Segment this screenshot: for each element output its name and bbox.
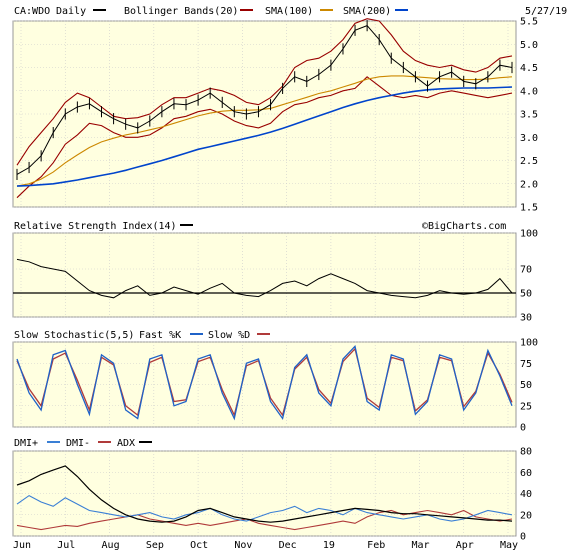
header-date: 5/27/19 (525, 6, 567, 17)
price-line (16, 25, 513, 175)
x-tick-label: 19 (323, 540, 335, 551)
x-tick-label: Nov (234, 540, 252, 551)
price-tick-label: 1.5 (520, 203, 538, 214)
rsi-line (16, 258, 513, 299)
rsi-title: Relative Strength Index(14) (14, 221, 177, 232)
price-tick-label: 5.0 (520, 40, 538, 51)
rsi-panel (12, 232, 517, 318)
stoch-series (16, 344, 513, 421)
price-tick-label: 3.0 (520, 133, 538, 144)
stoch-grid (13, 341, 516, 428)
price-series (16, 18, 513, 199)
x-tick-label: Feb (367, 540, 385, 551)
adx-label: ADX (117, 438, 135, 449)
dmi-series (16, 465, 513, 531)
price-tick-label: 5.5 (520, 17, 538, 28)
rsi-tick-label: 50 (520, 289, 532, 300)
dmi-minus-label: DMI- (66, 438, 90, 449)
dmi-tick-label: 80 (520, 447, 532, 458)
bollinger-upper-line (16, 18, 513, 166)
dmi-y-axis: 0 20 40 60 80 (520, 447, 532, 543)
stoch-tick-label: 25 (520, 401, 532, 412)
price-tick-label: 4.0 (520, 86, 538, 97)
header-symbol: CA:WDO (14, 6, 50, 17)
x-tick-label: Aug (102, 540, 120, 551)
x-tick-label: Dec (279, 540, 297, 551)
rsi-tick-label: 100 (520, 229, 538, 240)
stoch-title: Slow Stochastic(5,5) (14, 330, 134, 341)
stoch-fastk-line (16, 344, 513, 421)
stoch-header: Slow Stochastic(5,5) Fast %K Slow %D (14, 330, 270, 341)
dmi-tick-label: 40 (520, 489, 532, 500)
legend-sma100-label: SMA(100) (265, 6, 313, 17)
price-grid (13, 20, 516, 208)
header-legend: CA:WDO Daily Bollinger Bands(20) SMA(100… (14, 6, 567, 17)
sma200-line (16, 86, 513, 187)
price-tick-label: 3.5 (520, 110, 538, 121)
stoch-tick-label: 0 (520, 423, 526, 434)
price-tick-label: 2.5 (520, 156, 538, 167)
legend-bollinger-label: Bollinger Bands(20) (124, 6, 238, 17)
stoch-tick-label: 100 (520, 338, 538, 349)
dmi-tick-label: 60 (520, 468, 532, 479)
dmi-header: DMI+ DMI- ADX (14, 438, 152, 449)
bollinger-lower-line (16, 76, 513, 199)
price-tick-label: 2.0 (520, 179, 538, 190)
rsi-header: Relative Strength Index(14) ©BigCharts.c… (14, 221, 506, 232)
x-tick-label: Apr (456, 540, 474, 551)
stoch-fastk-label: Fast %K (139, 330, 181, 341)
legend-sma200-label: SMA(200) (343, 6, 391, 17)
sma100-line (16, 75, 513, 187)
dmi-plus-label: DMI+ (14, 438, 38, 449)
stoch-tick-label: 75 (520, 359, 532, 370)
dmi-minus-line (16, 509, 513, 531)
price-y-axis: 1.5 2.0 2.5 3.0 3.5 4.0 4.5 5.0 5.5 (520, 17, 538, 214)
x-tick-label: Jun (13, 540, 31, 551)
rsi-y-axis: 30 50 70 100 (520, 229, 538, 324)
x-tick-label: Oct (190, 540, 208, 551)
stoch-y-axis: 0 25 50 75 100 (520, 338, 538, 434)
stoch-slowd-label: Slow %D (208, 330, 250, 341)
x-axis: Jun Jul Aug Sep Oct Nov Dec 19 Feb Mar Apr May (13, 540, 518, 551)
rsi-tick-label: 70 (520, 265, 532, 276)
x-tick-label: Jul (57, 540, 75, 551)
rsi-series (13, 258, 516, 299)
adx-line (16, 465, 513, 523)
header-period: Daily (56, 6, 86, 17)
watermark: ©BigCharts.com (422, 221, 506, 232)
x-tick-label: May (500, 540, 518, 551)
x-tick-label: Mar (411, 540, 429, 551)
stoch-tick-label: 50 (520, 380, 532, 391)
rsi-tick-label: 30 (520, 313, 532, 324)
dmi-tick-label: 0 (520, 532, 526, 543)
dmi-grid (13, 450, 516, 537)
dmi-tick-label: 20 (520, 510, 532, 521)
rsi-grid (13, 232, 516, 318)
x-tick-label: Sep (146, 540, 164, 551)
price-tick-label: 4.5 (520, 63, 538, 74)
